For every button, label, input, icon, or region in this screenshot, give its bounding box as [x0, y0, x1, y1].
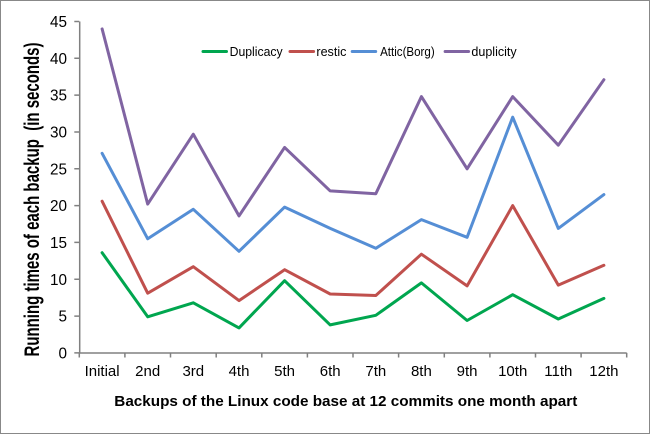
svg-text:Initial: Initial — [85, 363, 120, 380]
svg-text:restic: restic — [316, 44, 346, 59]
svg-text:40: 40 — [50, 51, 67, 68]
svg-text:duplicity: duplicity — [471, 44, 517, 59]
svg-text:Duplicacy: Duplicacy — [230, 44, 283, 59]
svg-text:15: 15 — [50, 235, 67, 252]
svg-text:Running times of each backup: Running times of each backup (in seconds… — [20, 43, 44, 357]
svg-text:10: 10 — [50, 272, 67, 289]
svg-text:20: 20 — [50, 198, 67, 215]
svg-text:10th: 10th — [498, 363, 527, 380]
svg-text:8th: 8th — [411, 363, 432, 380]
svg-text:35: 35 — [50, 88, 67, 105]
svg-text:30: 30 — [50, 125, 67, 142]
svg-text:9th: 9th — [457, 363, 478, 380]
svg-text:3rd: 3rd — [182, 363, 204, 380]
svg-text:12th: 12th — [589, 363, 618, 380]
svg-text:5th: 5th — [274, 363, 295, 380]
svg-text:11th: 11th — [544, 363, 572, 380]
svg-text:45: 45 — [50, 14, 67, 31]
svg-text:Attic(Borg): Attic(Borg) — [380, 44, 435, 59]
svg-text:25: 25 — [50, 161, 67, 178]
svg-text:6th: 6th — [320, 363, 341, 380]
svg-text:0: 0 — [58, 345, 67, 362]
svg-text:5: 5 — [58, 309, 67, 326]
svg-text:4th: 4th — [229, 363, 250, 380]
svg-text:7th: 7th — [365, 363, 386, 380]
svg-text:2nd: 2nd — [135, 363, 160, 380]
svg-text:Backups of the Linux code base: Backups of the Linux code base at 12 com… — [114, 393, 577, 410]
